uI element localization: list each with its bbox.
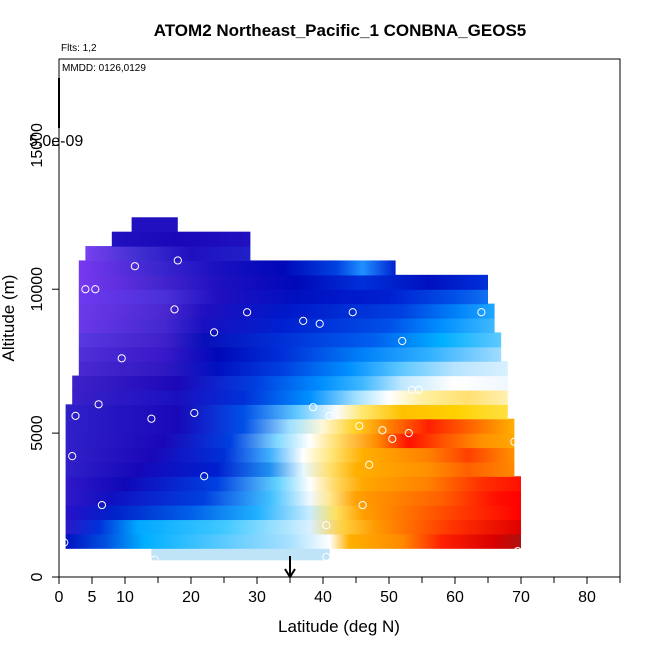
- heatmap-band: [78, 274, 489, 290]
- observation-point: [94, 400, 103, 409]
- observation-point: [513, 547, 522, 556]
- observation-point: [243, 308, 252, 317]
- x-axis-label: Latitude (deg N): [278, 617, 400, 636]
- heatmap-band: [65, 519, 521, 535]
- heatmap-band: [78, 289, 489, 305]
- observation-points: [60, 256, 522, 564]
- observation-point: [147, 414, 156, 423]
- x-tick-label: 5: [88, 589, 97, 606]
- observation-point: [358, 500, 367, 510]
- chart-title: ATOM2 Northeast_Pacific_1 CONBNA_GEOS5: [154, 21, 527, 40]
- observation-point: [173, 256, 182, 265]
- y-tick-label: 5000: [29, 415, 46, 451]
- y-tick-label: 15000: [29, 123, 46, 168]
- heatmap-band: [111, 231, 251, 247]
- heatmap-band: [65, 418, 515, 434]
- heatmap-band: [78, 332, 502, 348]
- observation-point: [355, 421, 364, 431]
- y-axis-label: Altitude (m): [0, 275, 18, 362]
- heatmap-band: [72, 375, 508, 391]
- heatmap-band: [65, 447, 515, 463]
- observation-point: [68, 452, 77, 461]
- observation-point: [322, 521, 331, 530]
- y-axis: 0 5000 10000 15000: [29, 123, 59, 581]
- heatmap-band: [78, 346, 502, 362]
- observation-point: [408, 385, 417, 395]
- heatmap-band: [78, 361, 508, 377]
- flights-annotation: Flts: 1,2: [61, 43, 97, 54]
- x-tick-label: 70: [512, 589, 530, 606]
- y-tick-label: 0: [29, 572, 46, 581]
- heatmap-band: [151, 548, 330, 561]
- observation-point: [299, 316, 308, 325]
- observation-point: [60, 538, 69, 547]
- heatmap-band: [78, 303, 495, 319]
- observation-point: [81, 285, 90, 294]
- observation-point: [91, 285, 100, 294]
- heatmap-band: [131, 217, 178, 233]
- observation-point: [325, 411, 334, 420]
- heatmap-band: [72, 389, 508, 405]
- heatmap-band: [65, 461, 515, 477]
- observation-point: [64, 308, 74, 317]
- observation-point: [510, 437, 519, 446]
- heatmap-band: [85, 246, 251, 262]
- x-tick-label: 10: [116, 589, 134, 606]
- colorbar-max-label: 5.0e-09: [29, 133, 83, 150]
- x-tick-label: 0: [55, 589, 64, 606]
- heatmap-band: [65, 433, 515, 449]
- observation-point: [365, 460, 374, 469]
- observation-point: [210, 328, 219, 337]
- dates-annotation: MMDD: 0126,0129: [62, 63, 146, 74]
- heatmap-band: [65, 505, 521, 521]
- observation-point: [398, 336, 407, 346]
- y-tick-label: 10000: [29, 267, 46, 312]
- observation-point: [200, 472, 209, 481]
- observation-point: [348, 308, 357, 317]
- x-tick-label: 60: [446, 589, 464, 606]
- observation-point: [130, 262, 139, 271]
- observation-point: [190, 408, 199, 418]
- heatmap-band: [78, 260, 396, 276]
- observation-point: [170, 305, 179, 314]
- heatmap-band: [78, 318, 495, 333]
- observation-point: [71, 411, 80, 420]
- heatmap-band: [65, 404, 508, 420]
- observation-point: [150, 555, 159, 564]
- observation-point: [309, 403, 318, 412]
- x-axis: 0 5 10 20 30 40 50 60 70 80: [55, 577, 621, 606]
- heatmap-band: [65, 476, 521, 492]
- heatmap-band: [65, 490, 521, 506]
- x-tick-label: 80: [578, 589, 596, 606]
- observation-point: [477, 308, 486, 317]
- plot-frame: [58, 58, 621, 578]
- x-tick-label: 50: [380, 589, 398, 606]
- observation-point: [414, 385, 423, 395]
- heatmap-band: [65, 533, 521, 549]
- observation-point: [322, 552, 331, 561]
- observation-point: [97, 500, 107, 510]
- x-tick-label: 20: [182, 589, 200, 606]
- heatmap-layer: [65, 217, 521, 561]
- observation-point: [315, 319, 324, 328]
- observation-point: [378, 426, 387, 435]
- observation-point: [117, 354, 126, 363]
- x-tick-label: 40: [314, 589, 332, 606]
- observation-point: [388, 434, 397, 443]
- arrow-head: [284, 568, 296, 579]
- x-tick-label: 30: [248, 589, 266, 606]
- latitude-arrow: [284, 556, 296, 579]
- observation-point: [404, 429, 413, 438]
